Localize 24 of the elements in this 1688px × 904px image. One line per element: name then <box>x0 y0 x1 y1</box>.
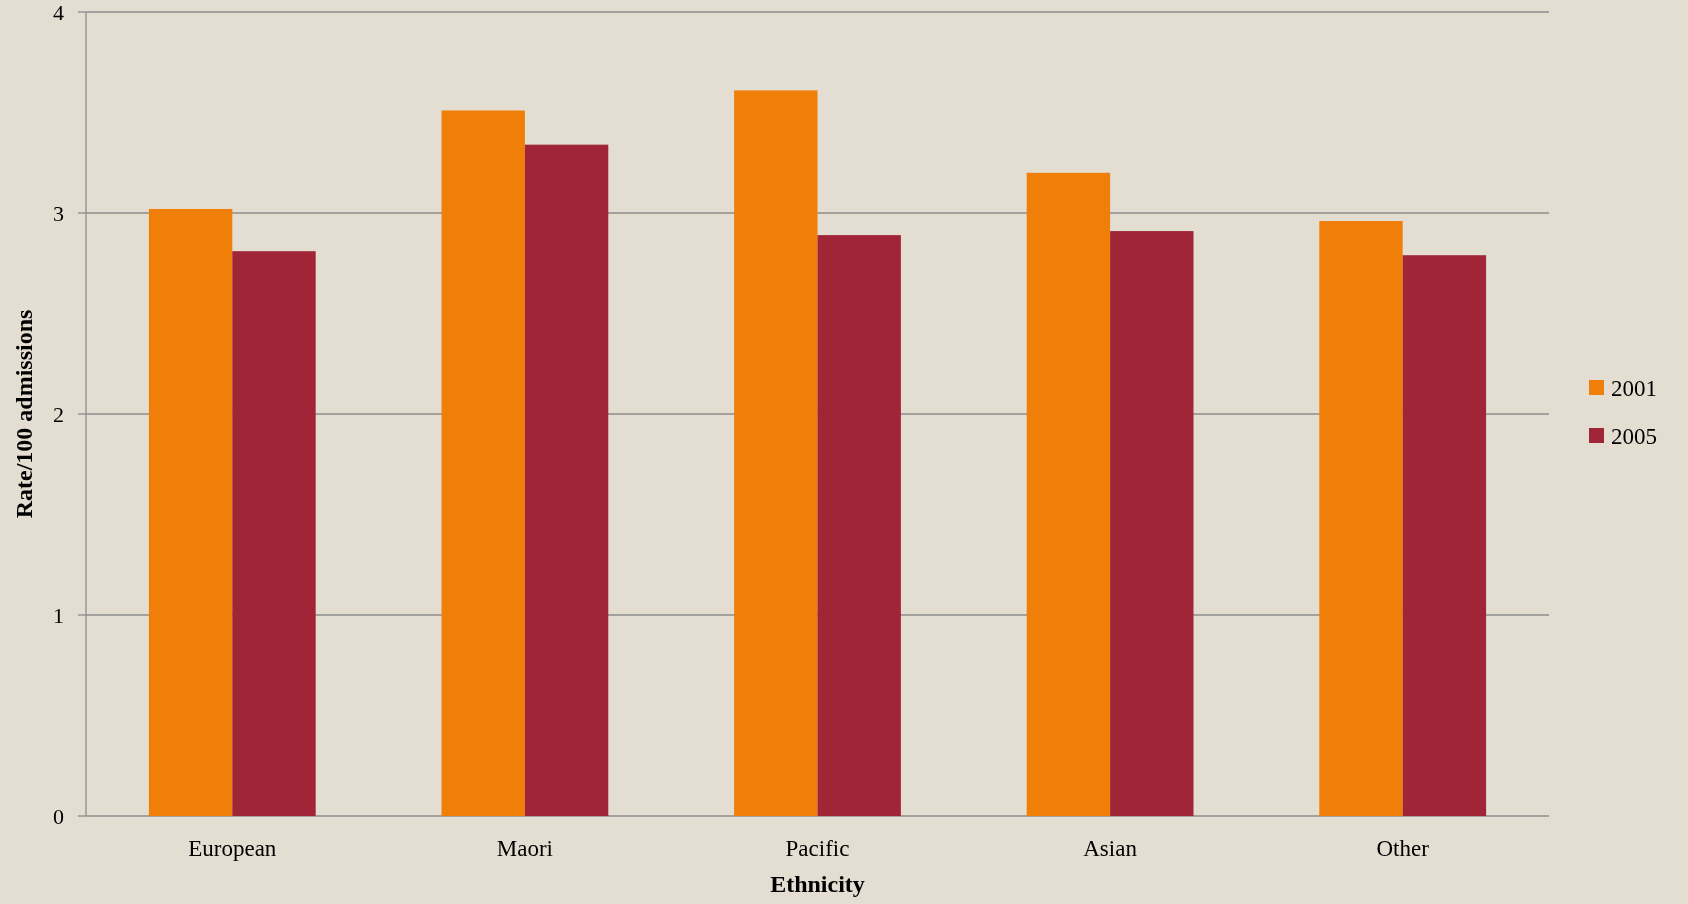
bar <box>1110 231 1194 816</box>
bar <box>148 208 233 816</box>
x-tick-label: European <box>188 836 277 861</box>
legend-label: 2005 <box>1611 424 1657 450</box>
legend-label: 2001 <box>1611 376 1657 402</box>
x-axis-title: Ethnicity <box>770 871 865 897</box>
y-tick-label: 0 <box>53 803 64 829</box>
bar <box>1402 255 1487 816</box>
bar <box>232 251 316 816</box>
y-tick-label: 1 <box>53 602 64 628</box>
x-tick-label: Maori <box>496 836 554 861</box>
x-tick-label: Pacific <box>785 836 850 861</box>
bar <box>441 110 525 816</box>
bar <box>817 235 901 816</box>
y-tick-label: 2 <box>53 401 64 427</box>
x-tick-label: Asian <box>1083 836 1138 861</box>
bar <box>524 144 609 816</box>
bar <box>1026 172 1111 816</box>
bar <box>1319 221 1403 816</box>
x-tick-label: Other <box>1376 836 1430 861</box>
y-tick-label: 4 <box>53 0 64 25</box>
y-tick-label: 3 <box>53 200 64 226</box>
y-axis-title: Rate/100 admissions <box>11 309 37 519</box>
bar <box>734 90 818 816</box>
